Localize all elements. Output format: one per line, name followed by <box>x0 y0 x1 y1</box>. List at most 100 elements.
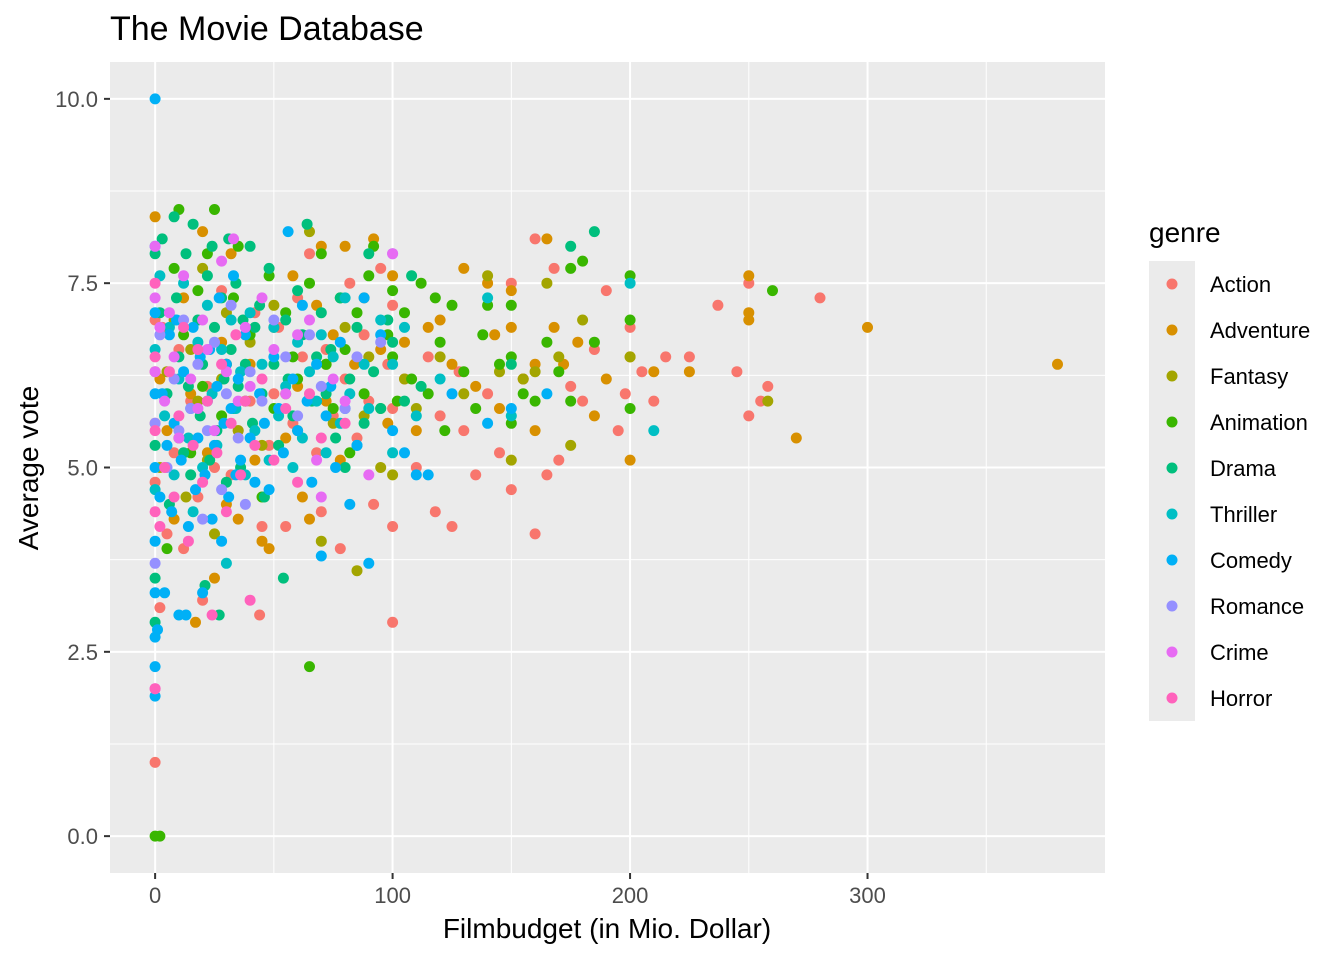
point-thriller <box>375 314 387 326</box>
point-horror <box>168 491 180 503</box>
point-action <box>470 469 482 481</box>
point-action <box>344 277 356 289</box>
point-adventure <box>232 513 244 525</box>
point-animation <box>429 292 441 304</box>
point-drama <box>280 314 292 326</box>
legend-items: Action Adventure Fantasy Animation Drama Thri… <box>1166 272 1310 711</box>
point-drama <box>149 572 161 584</box>
point-animation <box>415 277 427 289</box>
point-drama <box>168 211 180 223</box>
point-action <box>529 528 541 540</box>
point-crime <box>185 373 197 385</box>
point-fantasy <box>268 299 280 311</box>
legend: genre Action Adventure Fantasy Animation Dra… <box>1149 217 1310 721</box>
point-action <box>619 388 631 400</box>
point-animation <box>565 262 577 274</box>
point-action <box>268 388 280 400</box>
point-horror <box>268 454 280 466</box>
point-adventure <box>339 240 351 252</box>
point-adventure <box>149 211 161 223</box>
point-comedy <box>187 321 199 333</box>
point-adventure <box>434 314 446 326</box>
point-adventure <box>600 373 612 385</box>
point-animation <box>304 661 315 673</box>
point-romance <box>351 351 363 363</box>
point-fantasy <box>351 565 363 577</box>
point-comedy <box>235 454 247 466</box>
point-animation <box>577 255 589 267</box>
point-crime <box>149 292 161 304</box>
point-action <box>429 506 441 518</box>
point-action <box>683 351 695 363</box>
point-drama <box>206 240 218 252</box>
point-drama <box>315 307 327 319</box>
point-comedy <box>306 476 318 488</box>
x-tick-label: 300 <box>849 883 886 908</box>
point-horror <box>149 683 161 695</box>
point-thriller <box>363 403 375 414</box>
point-action <box>315 506 327 518</box>
point-crime <box>159 395 171 407</box>
point-animation <box>315 248 327 260</box>
point-comedy <box>175 454 187 466</box>
point-thriller <box>327 351 339 363</box>
legend-label-animation: Animation <box>1210 410 1308 435</box>
x-tick-label: 200 <box>612 883 649 908</box>
point-crime <box>256 292 268 304</box>
point-drama <box>565 240 577 252</box>
point-romance <box>292 410 304 422</box>
data-points <box>149 93 1063 842</box>
point-action <box>446 521 458 532</box>
point-comedy <box>296 299 308 311</box>
point-thriller <box>216 344 228 355</box>
point-animation <box>439 425 451 437</box>
point-comedy <box>190 484 201 496</box>
point-adventure <box>572 336 584 348</box>
point-action <box>482 388 494 400</box>
point-comedy <box>166 506 178 518</box>
point-adventure <box>494 403 505 414</box>
point-romance <box>304 329 315 341</box>
point-fantasy <box>482 270 494 282</box>
point-horror <box>239 395 251 407</box>
point-comedy <box>163 329 175 341</box>
point-action <box>636 366 648 378</box>
point-thriller <box>220 557 232 569</box>
point-action <box>368 498 380 510</box>
point-drama <box>277 572 289 584</box>
point-crime <box>173 432 185 444</box>
point-drama <box>368 366 380 378</box>
point-thriller <box>410 410 422 422</box>
point-adventure <box>280 432 292 444</box>
point-action <box>529 233 541 245</box>
point-crime <box>216 255 228 267</box>
point-comedy <box>180 609 192 621</box>
point-drama <box>330 432 342 444</box>
point-action <box>577 395 589 407</box>
point-action <box>296 351 308 363</box>
legend-key-comedy <box>1166 554 1178 566</box>
point-fantasy <box>762 395 774 407</box>
point-romance <box>220 388 232 400</box>
point-comedy <box>206 513 218 525</box>
point-adventure <box>263 543 275 555</box>
point-horror <box>187 439 199 451</box>
point-animation <box>197 380 209 392</box>
point-fantasy <box>553 351 565 363</box>
point-animation <box>351 307 363 319</box>
legend-key-drama <box>1166 462 1178 474</box>
point-comedy <box>363 557 375 569</box>
point-adventure <box>399 336 410 348</box>
point-animation <box>422 388 434 400</box>
legend-label-adventure: Adventure <box>1210 318 1310 343</box>
point-drama <box>358 417 370 429</box>
point-animation <box>470 403 482 414</box>
point-action <box>458 425 470 437</box>
point-action <box>814 292 826 304</box>
point-adventure <box>387 270 399 282</box>
x-tick-label: 100 <box>374 883 411 908</box>
point-comedy <box>149 307 161 319</box>
point-comedy <box>223 491 235 503</box>
point-drama <box>244 240 256 252</box>
y-tick-label: 10.0 <box>55 87 98 112</box>
